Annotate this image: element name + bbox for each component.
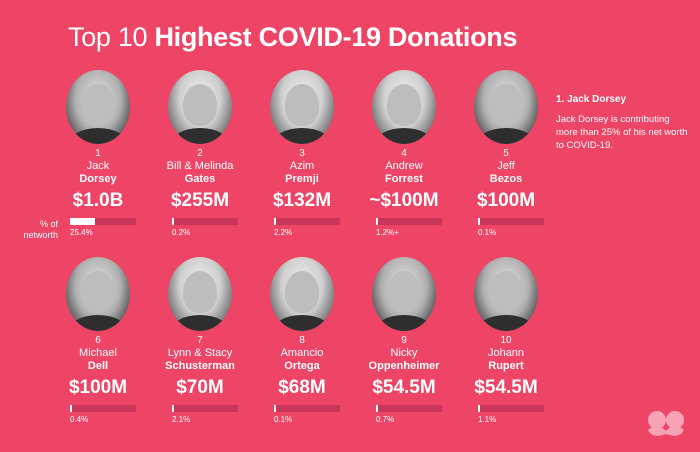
donor-first-name: Lynn & Stacy	[167, 347, 233, 359]
mustache-logo-icon	[648, 411, 684, 436]
networth-percent: 0.7%	[376, 415, 395, 424]
donor-rank: 6	[95, 335, 101, 346]
donor-card-2: 2 Bill & Melinda Gates $255M 0.2%	[152, 70, 248, 238]
donor-first-name: Bill & Melinda	[166, 160, 234, 172]
donor-amount: ~$100M	[369, 190, 439, 211]
networth-percent: 2.2%	[274, 228, 293, 237]
networth-bar-fill	[274, 218, 277, 225]
donor-card-9: 9 Nicky Oppenheimer $54.5M 0.7%	[356, 257, 452, 425]
donor-amount: $100M	[68, 377, 128, 398]
donor-card-8: 8 Amancio Ortega $68M 0.1%	[254, 257, 350, 425]
donor-first-name: Michael	[79, 347, 117, 359]
donor-first-name: Jack	[86, 160, 110, 172]
networth-percent: 0.2%	[172, 228, 191, 237]
networth-bar	[478, 405, 544, 412]
donor-amount: $1.0B	[72, 190, 124, 211]
donor-rank: 9	[401, 335, 407, 346]
donor-card-4: 4 Andrew Forrest ~$100M 1.2%+	[356, 70, 452, 238]
networth-bar	[172, 405, 238, 412]
donor-photo	[168, 70, 232, 144]
donor-first-name: Amancio	[280, 347, 324, 359]
donor-photo	[168, 257, 232, 331]
donor-card-5: 5 Jeff Bezos $100M 0.1%	[458, 70, 554, 238]
donor-amount: $70M	[176, 377, 224, 398]
networth-axis-label: % of networth	[23, 219, 58, 240]
networth-percent: 0.1%	[478, 228, 497, 237]
networth-bar	[478, 218, 544, 225]
note-text: Jack Dorsey is contributing more than 25…	[556, 114, 688, 151]
donor-photo	[66, 70, 130, 144]
donor-amount: $100M	[476, 190, 536, 211]
donor-card-6: 6 Michael Dell $100M 0.4%	[50, 257, 146, 425]
networth-bar-fill	[274, 405, 276, 412]
donor-photo	[270, 70, 334, 144]
donor-photo	[474, 70, 538, 144]
donor-last-name: Gates	[184, 173, 216, 185]
donor-photo	[474, 257, 538, 331]
networth-bar	[172, 218, 238, 225]
donor-rank: 10	[500, 335, 512, 346]
networth-bar	[376, 405, 442, 412]
networth-bar-fill	[70, 218, 96, 225]
donor-amount: $255M	[170, 190, 230, 211]
donor-photo	[66, 257, 130, 331]
donor-first-name: Jeff	[497, 160, 515, 172]
donor-first-name: Azim	[289, 160, 315, 172]
donor-card-1: 1 Jack Dorsey $1.0B 25.4%	[50, 70, 146, 238]
networth-bar-fill	[478, 405, 480, 412]
donor-amount: $68M	[278, 377, 326, 398]
donor-amount: $54.5M	[372, 377, 436, 398]
highlight-note: 1. Jack Dorsey Jack Dorsey is contributi…	[556, 93, 692, 152]
networth-percent: 0.1%	[274, 415, 293, 424]
donor-card-3: 3 Azim Premji $132M 2.2%	[254, 70, 350, 238]
donor-rank: 5	[503, 148, 509, 159]
donor-last-name: Dorsey	[79, 173, 117, 185]
networth-bar-fill	[172, 218, 174, 225]
networth-percent: 1.1%	[478, 415, 497, 424]
networth-percent: 0.4%	[70, 415, 89, 424]
networth-bar-fill	[376, 405, 378, 412]
donor-first-name: Nicky	[390, 347, 418, 359]
donor-rank: 7	[197, 335, 203, 346]
title-light: Top 10	[68, 22, 155, 52]
networth-bar	[376, 218, 442, 225]
networth-bar	[70, 218, 136, 225]
donor-rank: 4	[401, 148, 407, 159]
donor-last-name: Bezos	[489, 173, 523, 185]
networth-percent: 1.2%+	[376, 228, 399, 237]
donor-last-name: Premji	[285, 173, 319, 185]
donor-last-name: Rupert	[488, 360, 524, 372]
donor-rank: 2	[197, 148, 203, 159]
donor-rank: 8	[299, 335, 305, 346]
donor-photo	[372, 257, 436, 331]
networth-bar	[274, 218, 340, 225]
networth-bar	[274, 405, 340, 412]
donor-last-name: Schusterman	[165, 360, 235, 372]
donor-card-7: 7 Lynn & Stacy Schusterman $70M 2.1%	[152, 257, 248, 425]
donor-rank: 3	[299, 148, 305, 159]
networth-bar-fill	[376, 218, 378, 225]
donor-first-name: Andrew	[385, 160, 423, 172]
donor-amount: $132M	[272, 190, 332, 211]
networth-bar	[70, 405, 136, 412]
donor-photo	[372, 70, 436, 144]
page-title: Top 10 Highest COVID-19 Donations	[68, 22, 518, 53]
donor-last-name: Oppenheimer	[368, 360, 440, 372]
networth-bar-fill	[478, 218, 480, 225]
donor-last-name: Dell	[87, 360, 109, 372]
donor-amount: $54.5M	[474, 377, 538, 398]
donor-card-10: 10 Johann Rupert $54.5M 1.1%	[458, 257, 554, 425]
title-bold: Highest COVID-19 Donations	[154, 22, 518, 52]
donor-last-name: Forrest	[385, 173, 423, 185]
networth-percent: 25.4%	[70, 228, 93, 237]
donor-rank: 1	[95, 148, 101, 159]
donor-first-name: Johann	[487, 347, 525, 359]
networth-bar-fill	[172, 405, 175, 412]
note-heading: 1. Jack Dorsey	[556, 94, 627, 105]
donor-last-name: Ortega	[284, 360, 320, 372]
networth-bar-fill	[70, 405, 72, 412]
donor-photo	[270, 257, 334, 331]
networth-percent: 2.1%	[172, 415, 191, 424]
